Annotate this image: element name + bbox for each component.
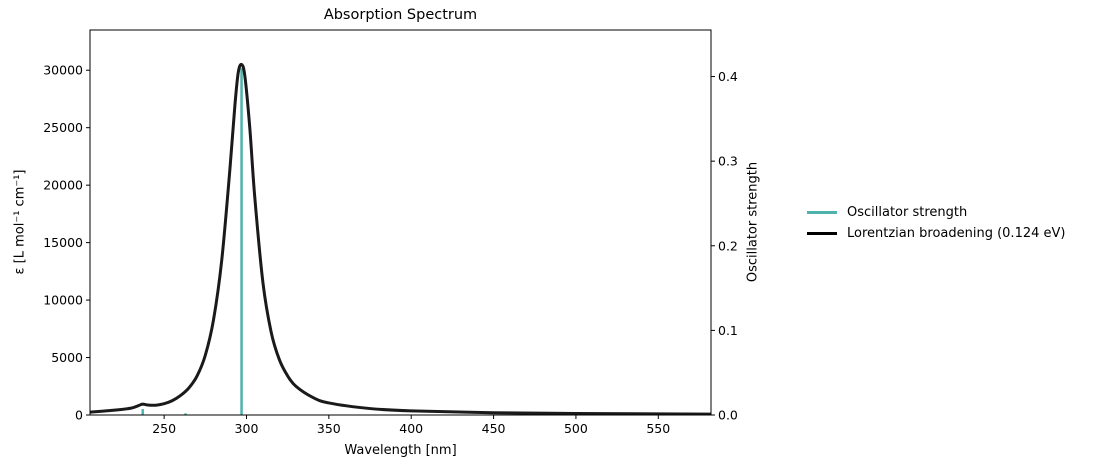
lorentzian-curve [90,62,711,415]
y-tick-label: 30000 [43,63,83,78]
x-tick-label: 450 [482,421,506,436]
x-tick-label: 400 [399,421,423,436]
x-tick-label: 300 [235,421,259,436]
legend-swatch-oscillator [807,211,837,214]
y-axis-label-left: ε [L mol⁻¹ cm⁻¹] [12,169,28,275]
legend: Oscillator strength Lorentzian broadenin… [807,202,1065,244]
y-right-tick-label: 0.2 [718,238,738,253]
y-axis-ticks-right: 0.0 0.1 0.2 0.3 0.4 [711,69,738,423]
y-tick-label: 20000 [43,178,83,193]
y-tick-label: 0 [75,408,83,423]
y-tick-label: 25000 [43,120,83,135]
plot-content [90,62,711,415]
y-tick-label: 10000 [43,293,83,308]
y-axis-label-right: Oscillator strength [745,161,761,283]
x-tick-label: 250 [152,421,176,436]
legend-item-oscillator: Oscillator strength [807,202,1065,223]
y-right-tick-label: 0.1 [718,323,738,338]
legend-label-lorentzian: Lorentzian broadening (0.124 eV) [847,226,1066,241]
legend-swatch-lorentzian [807,231,837,236]
y-right-tick-label: 0.0 [718,408,738,423]
y-right-tick-label: 0.4 [718,69,738,84]
axes-frame [89,29,712,416]
x-axis-ticks: 250 300 350 400 450 500 550 [152,415,670,436]
y-right-tick-label: 0.3 [718,154,738,169]
x-tick-label: 550 [646,421,670,436]
x-tick-label: 500 [564,421,588,436]
legend-item-lorentzian: Lorentzian broadening (0.124 eV) [807,223,1065,244]
x-axis-label: Wavelength [nm] [344,443,457,458]
legend-label-oscillator: Oscillator strength [847,205,968,220]
x-tick-label: 350 [317,421,341,436]
y-tick-label: 15000 [43,235,83,250]
chart-title: Absorption Spectrum [323,7,478,23]
y-tick-label: 5000 [51,350,83,365]
y-axis-ticks-left: 0 5000 10000 15000 20000 25000 30000 [43,63,90,423]
